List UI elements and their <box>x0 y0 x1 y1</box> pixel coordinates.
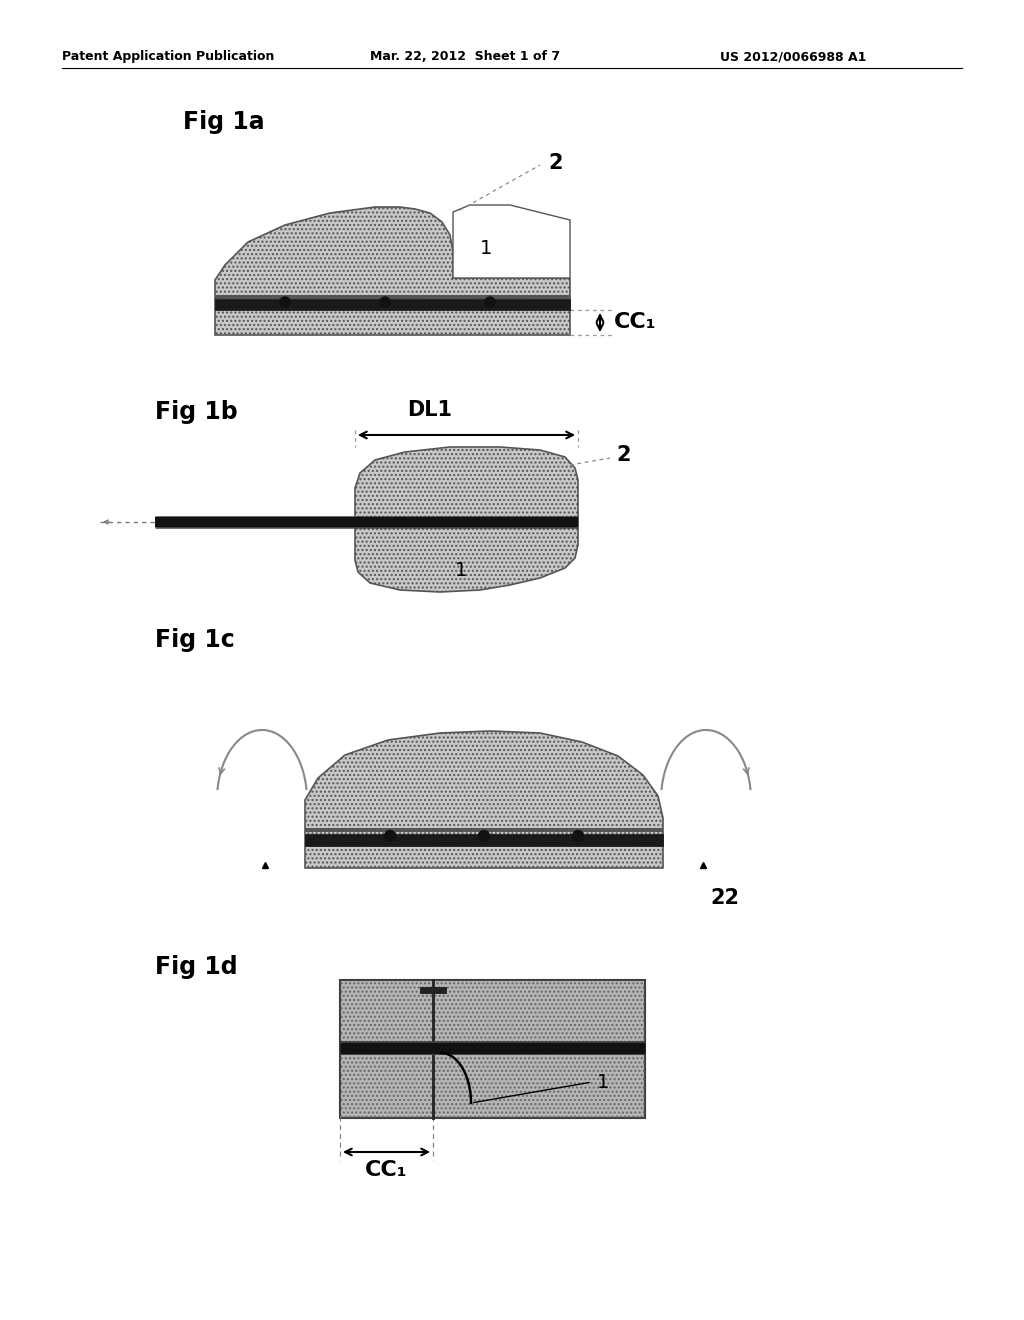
Text: CC₁: CC₁ <box>366 1160 408 1180</box>
Text: 1: 1 <box>480 239 493 257</box>
Text: Fig 1b: Fig 1b <box>155 400 238 424</box>
Text: Patent Application Publication: Patent Application Publication <box>62 50 274 63</box>
Bar <box>340 979 645 1118</box>
Circle shape <box>380 297 390 308</box>
Circle shape <box>485 297 495 308</box>
Polygon shape <box>453 205 570 279</box>
Circle shape <box>478 830 489 842</box>
Text: Mar. 22, 2012  Sheet 1 of 7: Mar. 22, 2012 Sheet 1 of 7 <box>370 50 560 63</box>
Text: Fig 1a: Fig 1a <box>183 110 264 135</box>
Text: 1: 1 <box>455 561 467 579</box>
Text: 22: 22 <box>710 888 739 908</box>
Polygon shape <box>355 447 578 521</box>
Text: 2: 2 <box>616 445 631 465</box>
Polygon shape <box>355 521 578 591</box>
Circle shape <box>280 297 290 308</box>
Circle shape <box>572 830 584 842</box>
Text: Fig 1d: Fig 1d <box>155 954 238 979</box>
Bar <box>305 828 663 832</box>
Text: 2: 2 <box>548 153 562 173</box>
Bar <box>215 294 570 300</box>
Text: CC₁: CC₁ <box>614 312 656 333</box>
Bar <box>215 300 570 310</box>
Text: 1: 1 <box>597 1072 609 1092</box>
Circle shape <box>384 830 395 842</box>
Text: US 2012/0066988 A1: US 2012/0066988 A1 <box>720 50 866 63</box>
Polygon shape <box>215 207 570 335</box>
Bar <box>305 834 663 846</box>
Polygon shape <box>305 731 663 869</box>
Text: Fig 1c: Fig 1c <box>155 628 234 652</box>
Text: DL1: DL1 <box>408 400 453 420</box>
Bar <box>340 979 645 1118</box>
